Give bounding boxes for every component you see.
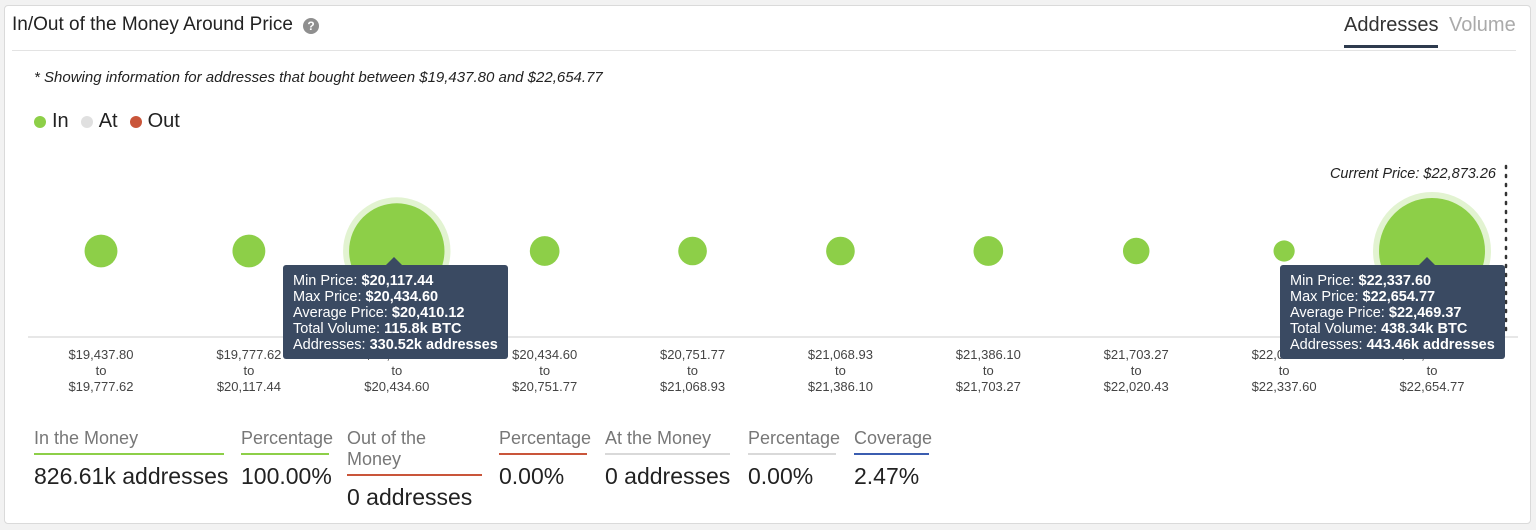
chart-legend: In At Out (34, 110, 180, 133)
tab-volume[interactable]: Volume (1449, 14, 1516, 36)
tab-addresses[interactable]: Addresses (1344, 14, 1439, 36)
bubble-in (232, 234, 266, 268)
bubble-in (1273, 240, 1295, 262)
x-tick-label: $21,068.93 (808, 347, 873, 362)
x-tick-label: $21,386.10 (808, 379, 873, 394)
x-tick-label: $20,751.77 (660, 347, 725, 362)
x-tick-label: $20,117.44 (217, 379, 281, 394)
legend-item-in[interactable]: In (34, 110, 69, 133)
active-tab-indicator (1344, 45, 1438, 48)
x-tick-label: $21,386.10 (956, 347, 1021, 362)
tooltip-total-volume: Total Volume: 438.34k BTC (1290, 321, 1468, 337)
stat-value: 100.00% (241, 463, 332, 489)
stat-label: Percentage (241, 428, 333, 455)
bubble-in (529, 236, 560, 266)
legend-label-at: At (98, 110, 118, 132)
x-tick-label: $19,777.62 (216, 347, 281, 362)
stat-label: Out of the Money (347, 428, 482, 476)
stat-label: At the Money (605, 428, 730, 455)
bubble-in (973, 236, 1004, 266)
tooltip-addresses: Addresses: 443.46k addresses (1290, 337, 1495, 353)
tooltip-bin-3: Min Price: $20,117.44 Max Price: $20,434… (283, 257, 508, 359)
x-tick-label: $22,020.43 (1104, 379, 1169, 394)
tooltip-min-price: Min Price: $22,337.60 (1290, 273, 1432, 289)
stat-in-the-money: In the Money 826.61k addresses (34, 428, 229, 490)
bubble-in (678, 236, 707, 266)
stat-value: 0.00% (499, 463, 565, 489)
x-tick-label: to (1427, 363, 1438, 378)
tooltip-min-price: Min Price: $20,117.44 (293, 273, 434, 289)
stat-label: Coverage (854, 428, 932, 455)
x-tick-label: to (1279, 363, 1290, 378)
x-tick-label: to (835, 363, 846, 378)
legend-dot-in (34, 115, 46, 128)
stat-coverage: Coverage 2.47% (854, 428, 932, 490)
help-icon[interactable]: ? (303, 18, 319, 34)
stat-label: In the Money (34, 428, 224, 455)
stat-in-percentage: Percentage 100.00% (241, 428, 333, 490)
tooltip-total-volume: Total Volume: 115.8k BTC (293, 321, 462, 337)
x-tick-label: $20,434.60 (364, 379, 429, 394)
tooltip-max-price: Max Price: $22,654.77 (1290, 289, 1436, 305)
bubble-in (84, 234, 118, 268)
current-price-label: Current Price: $22,873.26 (1330, 166, 1497, 182)
tooltip-average-price: Average Price: $22,469.37 (1290, 305, 1462, 321)
legend-dot-out (129, 115, 142, 128)
x-tick-label: $21,068.93 (660, 379, 725, 394)
in-out-money-card (4, 5, 1531, 524)
x-tick-label: $21,703.27 (1104, 347, 1169, 362)
tooltip-bin-10: Min Price: $22,337.60 Max Price: $22,654… (1280, 257, 1505, 359)
x-tick-label: $20,751.77 (512, 379, 577, 394)
x-tick-label: $19,777.62 (68, 379, 133, 394)
x-tick-label: $20,434.60 (512, 347, 577, 362)
stat-value: 0.00% (748, 463, 814, 489)
x-tick-label: $22,654.77 (1399, 379, 1464, 394)
tooltip-addresses: Addresses: 330.52k addresses (293, 337, 498, 353)
legend-label-in: In (52, 110, 69, 132)
x-tick-label: to (687, 363, 698, 378)
x-tick-label: $22,337.60 (1252, 379, 1317, 394)
header-divider (12, 50, 1516, 51)
stat-value: 0 addresses (605, 463, 731, 489)
x-tick-label: to (96, 363, 107, 378)
x-tick-label: to (539, 363, 550, 378)
legend-dot-at (80, 115, 93, 128)
bubble-in (826, 236, 855, 266)
x-tick-label: to (243, 363, 254, 378)
bubble-in (1122, 237, 1150, 265)
x-tick-label: $19,437.80 (68, 347, 133, 362)
tooltip-average-price: Average Price: $20,410.12 (293, 305, 465, 321)
x-tick-label: to (1131, 363, 1142, 378)
legend-label-out: Out (147, 110, 180, 132)
card-title: In/Out of the Money Around Price (12, 14, 293, 35)
stat-at-the-money: At the Money 0 addresses (605, 428, 730, 490)
stat-out-of-the-money: Out of the Money 0 addresses (347, 428, 482, 511)
stat-value: 826.61k addresses (34, 463, 229, 489)
legend-item-at[interactable]: At (80, 110, 118, 133)
range-note: * Showing information for addresses that… (34, 69, 603, 86)
stat-label: Percentage (499, 428, 591, 455)
stat-value: 2.47% (854, 463, 920, 489)
tooltip-max-price: Max Price: $20,434.60 (293, 289, 439, 305)
stat-out-percentage: Percentage 0.00% (499, 428, 591, 490)
x-tick-label: to (983, 363, 994, 378)
x-tick-label: to (391, 363, 402, 378)
legend-item-out[interactable]: Out (129, 110, 180, 133)
x-tick-label: $21,703.27 (956, 379, 1021, 394)
stat-label: Percentage (748, 428, 840, 455)
stat-value: 0 addresses (347, 484, 473, 510)
stat-at-percentage: Percentage 0.00% (748, 428, 840, 490)
